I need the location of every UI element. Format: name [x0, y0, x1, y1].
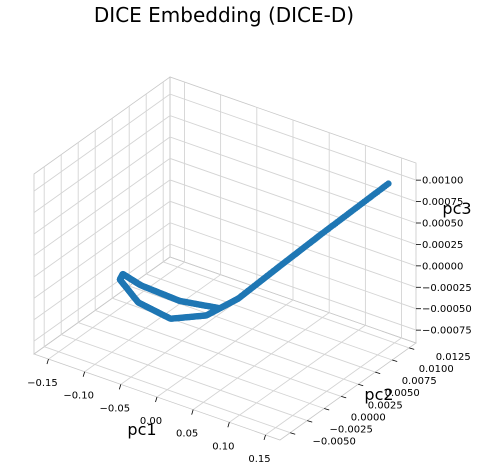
z-grid-line	[33, 93, 417, 192]
z-tick-label: −0.00050	[422, 304, 472, 315]
x-tick-mark	[82, 371, 86, 377]
x-tick-mark	[191, 409, 194, 415]
x-tick-label: 0.00	[140, 416, 162, 427]
scatter-series	[116, 180, 392, 322]
x-tick-mark	[227, 422, 230, 428]
y-tick-label: 0.0125	[436, 352, 471, 363]
x-tick-label: 0.05	[176, 429, 198, 440]
z-grid-line	[33, 200, 417, 299]
grid-lines	[33, 81, 417, 436]
x-tick-mark	[155, 396, 158, 403]
y-tick-mark	[375, 371, 381, 374]
z-grid-line	[33, 115, 417, 213]
y-grid-line	[94, 130, 342, 397]
z-axis-ticks: −0.00075 −0.00050 −0.00025 0.00000 0.00025 0.…	[416, 176, 472, 337]
y-tick-mark	[290, 432, 296, 435]
z-axis-label: pc3	[442, 199, 471, 218]
x-tick-mark	[118, 384, 122, 390]
y-axis-label: pc2	[364, 385, 393, 404]
y-tick-mark	[392, 359, 398, 362]
z-tick-label: 0.00025	[422, 240, 463, 251]
x-tick-mark	[263, 434, 266, 441]
x-tick-mark	[46, 358, 49, 365]
y-tick-label: 0.0100	[419, 364, 454, 375]
y-tick-label: 0.0000	[351, 412, 386, 423]
x-tick-label: −0.10	[63, 391, 94, 402]
y-tick-label: −0.0050	[313, 437, 356, 448]
y-axis-ticks: −0.0050−0.00250.00000.00250.00500.00750.…	[290, 347, 471, 448]
z-grid-line	[33, 179, 417, 278]
y-tick-mark	[358, 383, 364, 387]
y-tick-label: 0.0025	[368, 400, 403, 411]
z-tick-label: 0.00100	[422, 176, 463, 187]
z-tick-label: −0.00075	[422, 326, 472, 337]
y-tick-label: −0.0025	[330, 425, 373, 436]
x-axis-ticks: −0.15 −0.10 −0.05 0.00 0.05 0.10 0.15	[27, 358, 271, 465]
y-tick-mark	[409, 347, 415, 350]
y-tick-mark	[341, 395, 347, 399]
x-tick-label: −0.05	[99, 403, 130, 414]
y-tick-label: 0.0050	[385, 388, 420, 399]
x-tick-label: 0.15	[248, 454, 270, 465]
y-tick-label: 0.0075	[402, 376, 437, 387]
z-tick-label: −0.00025	[422, 283, 472, 294]
y-tick-mark	[307, 420, 313, 423]
y-grid-line	[162, 81, 410, 349]
z-grid-line	[33, 157, 417, 256]
scatter-point	[385, 180, 392, 187]
x-axis-label: pc1	[127, 420, 156, 439]
z-grid-line	[33, 222, 417, 321]
chart-title: DICE Embedding (DICE-D)	[94, 3, 354, 27]
z-grid-line	[33, 136, 417, 235]
y-tick-mark	[324, 408, 330, 411]
z-tick-label: 0.00000	[422, 261, 463, 272]
z-grid-line	[33, 243, 417, 342]
y-grid-line	[111, 118, 359, 385]
axis-panes	[33, 76, 417, 441]
z-tick-label: 0.00050	[422, 219, 463, 230]
x-tick-label: −0.15	[27, 378, 58, 389]
x-tick-label: 0.10	[212, 441, 234, 452]
z-tick-label: 0.00075	[422, 197, 463, 208]
